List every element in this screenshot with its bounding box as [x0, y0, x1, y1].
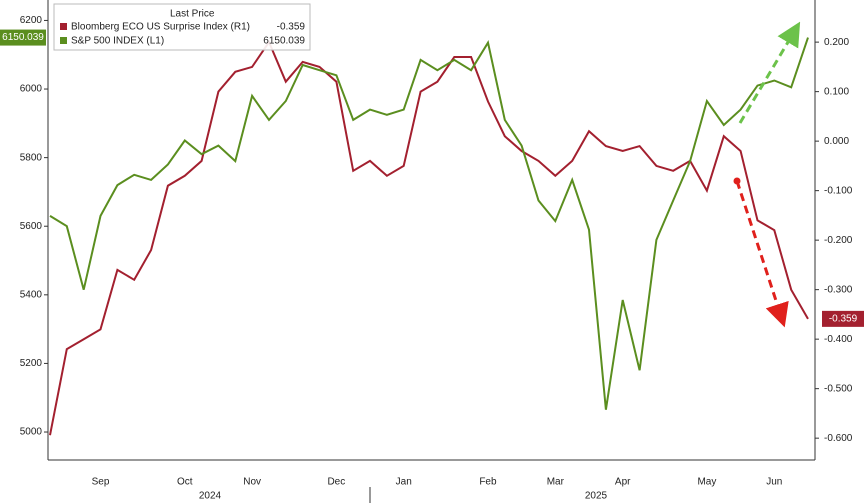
x-tick-label: Jun	[766, 477, 782, 488]
y2-tick-label: -0.300	[824, 284, 853, 295]
y-tick-label: 6000	[20, 84, 43, 95]
trend-arrow	[735, 180, 789, 328]
arrow-origin	[733, 177, 741, 185]
legend: Last Price Bloomberg ECO US Surprise Ind…	[53, 3, 311, 51]
x-tick-label: Apr	[615, 477, 631, 488]
x-tick-label: Nov	[243, 477, 261, 488]
x-tick-label: Jan	[396, 477, 412, 488]
series-line	[49, 37, 809, 410]
plot-area	[49, 37, 809, 436]
legend-swatch	[60, 37, 67, 44]
y-tick-label: 5400	[20, 289, 43, 300]
legend-value: 6150.039	[263, 36, 305, 47]
y-tick-label: 6200	[20, 15, 43, 26]
legend-box	[53, 3, 311, 51]
legend-swatch	[60, 23, 67, 30]
y2-tick-label: -0.600	[824, 433, 853, 444]
x-tick-label: Feb	[479, 477, 497, 488]
y2-tick-label: -0.100	[824, 185, 853, 196]
year-label: 2025	[585, 491, 608, 502]
last-value-label: -0.359	[829, 314, 858, 325]
legend-value: -0.359	[277, 22, 306, 33]
x-tick-label: Mar	[547, 477, 565, 488]
y2-tick-label: -0.400	[824, 334, 853, 345]
series-line	[49, 40, 809, 436]
y2-tick-label: -0.500	[824, 383, 853, 394]
y2-tick-label: 0.000	[824, 136, 849, 147]
y-tick-label: 5000	[20, 427, 43, 438]
last-value-tag	[0, 29, 46, 46]
x-tick-label: Dec	[327, 477, 345, 488]
x-tick-label: Sep	[92, 477, 110, 488]
y2-tick-label: -0.200	[824, 235, 853, 246]
legend-label: S&P 500 INDEX (L1)	[71, 36, 164, 47]
x-tick-label: Oct	[177, 477, 193, 488]
year-label: 2024	[199, 491, 222, 502]
legend-title: Last Price	[170, 9, 215, 20]
last-value-label: 6150.039	[2, 32, 44, 43]
trend-arrow	[738, 21, 801, 124]
x-tick-label: May	[697, 477, 716, 488]
y2-tick-label: 0.200	[824, 37, 849, 48]
y-tick-label: 5200	[20, 358, 43, 369]
y-tick-label: 5800	[20, 152, 43, 163]
y-tick-label: 5600	[20, 221, 43, 232]
y2-tick-label: 0.100	[824, 86, 849, 97]
legend-label: Bloomberg ECO US Surprise Index (R1)	[71, 22, 250, 33]
last-value-tag	[822, 310, 864, 327]
